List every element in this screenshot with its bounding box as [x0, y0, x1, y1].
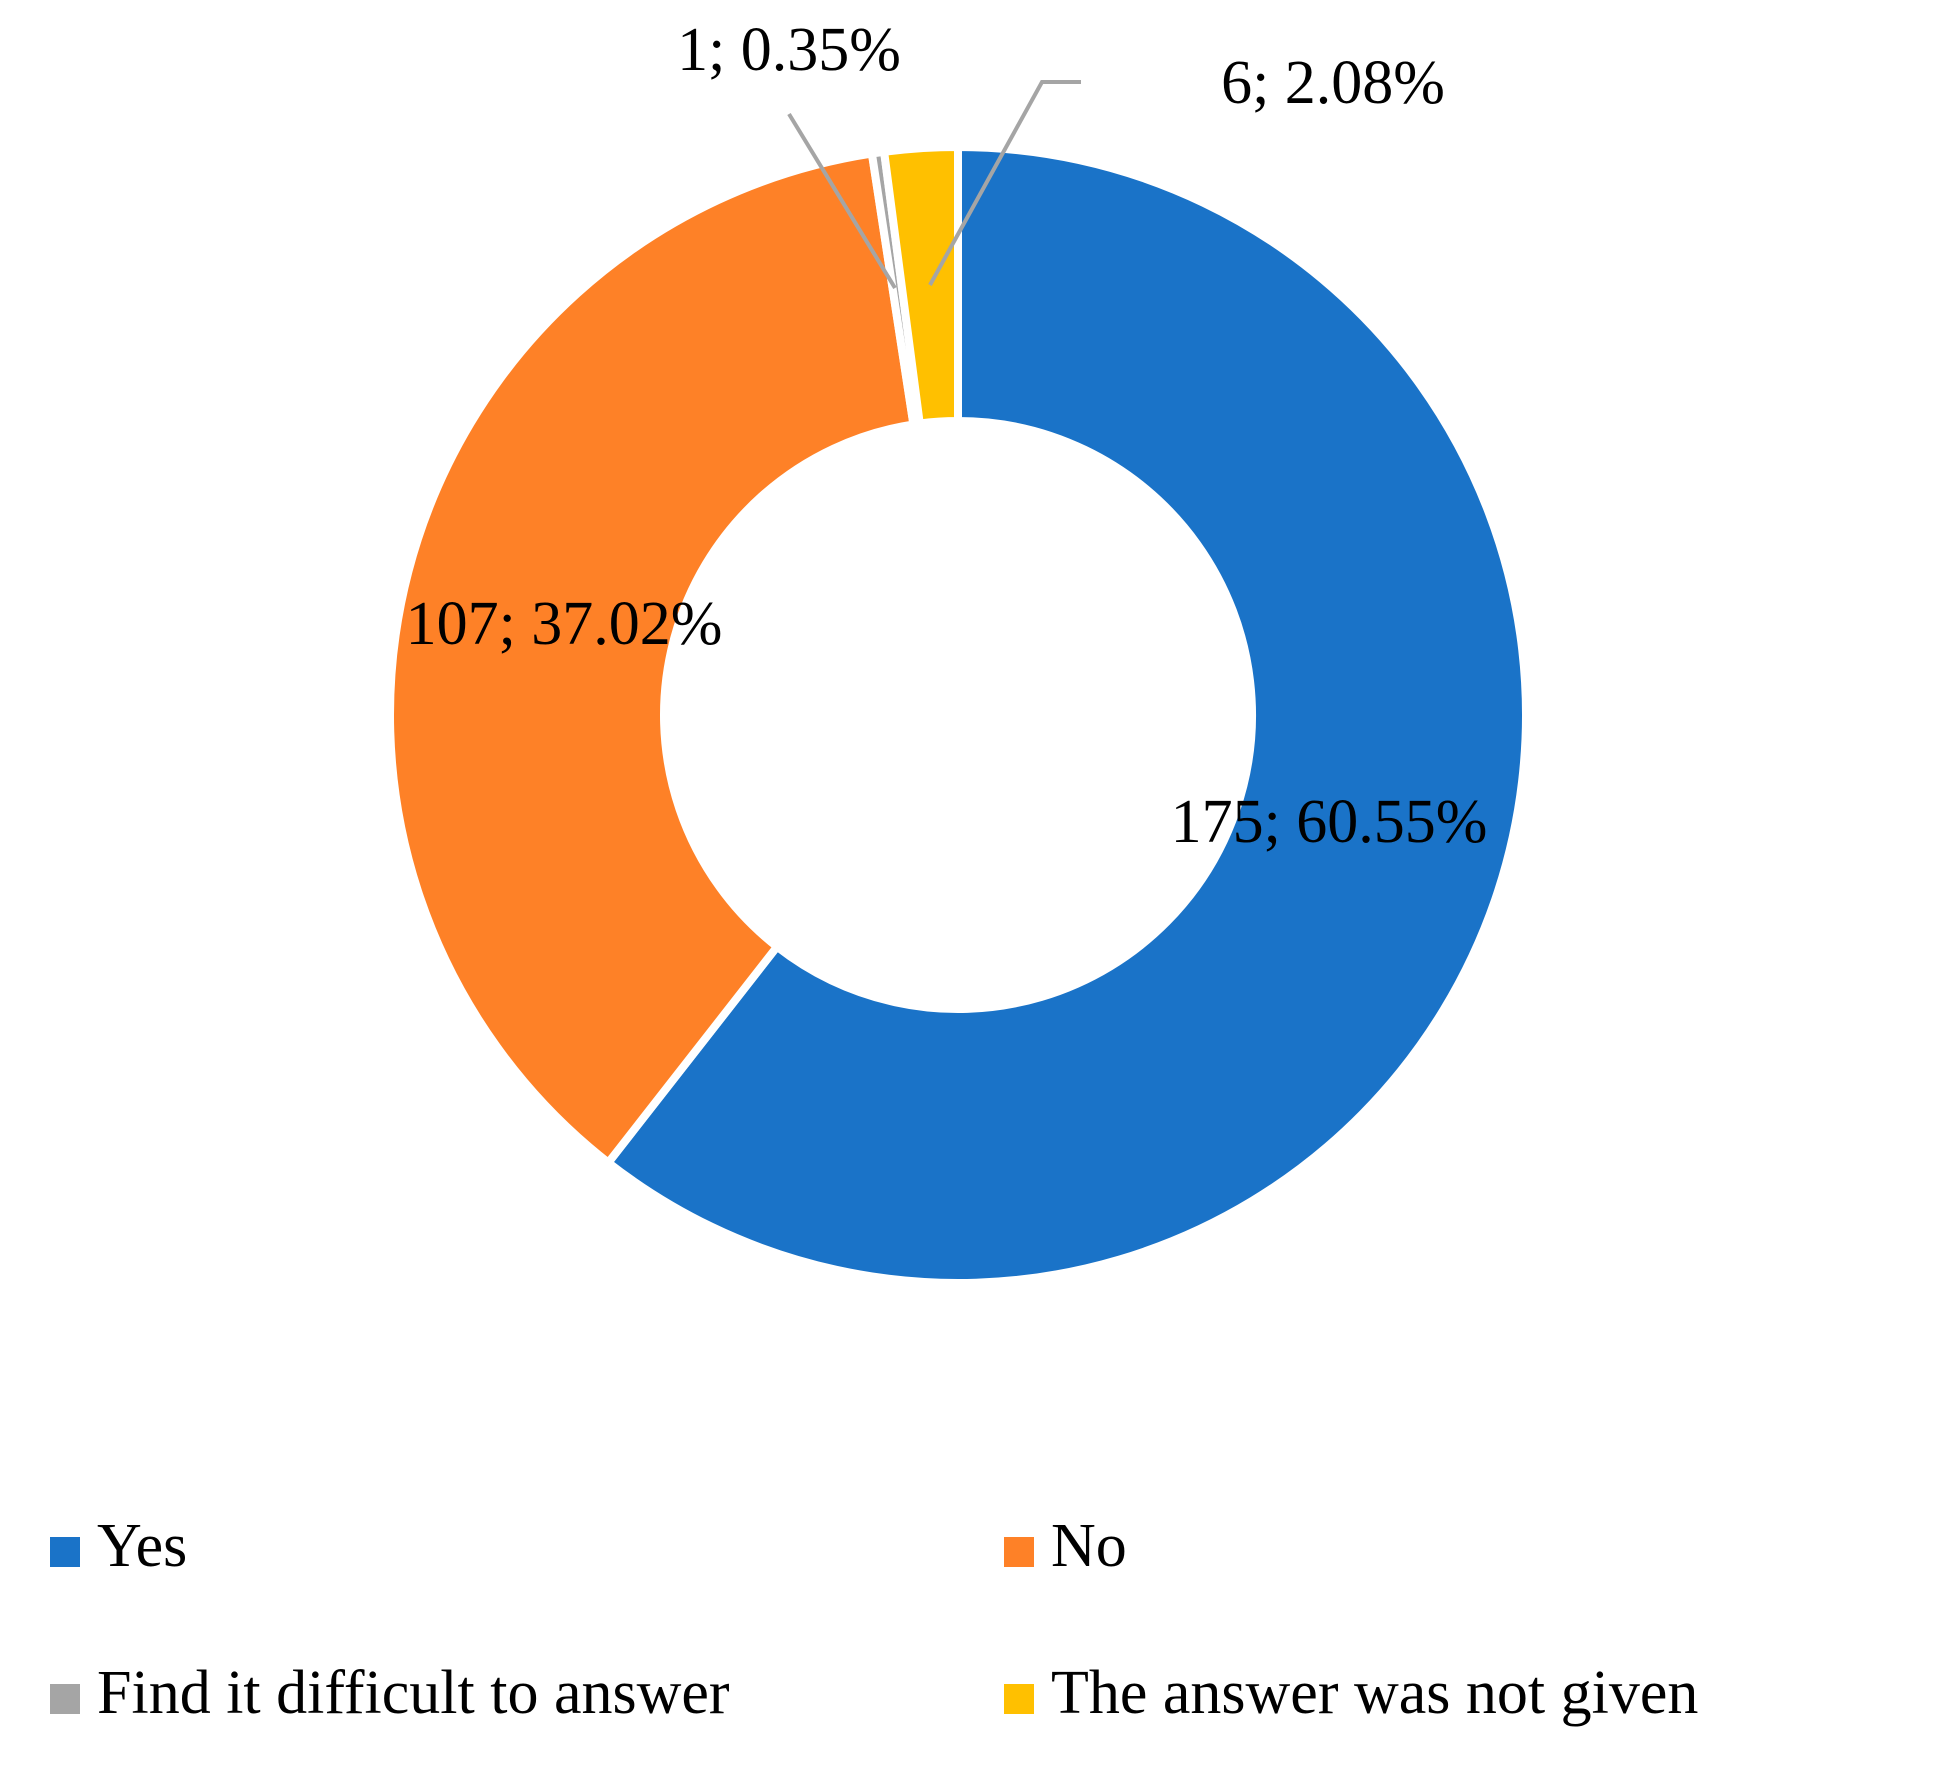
leader-line [928, 80, 1081, 286]
data-label: 175; 60.55% [1171, 788, 1488, 856]
donut-slice [879, 142, 962, 428]
leader-line [787, 112, 897, 290]
legend-label: The answer was not given [1051, 1659, 1698, 1727]
donut-slice [602, 142, 1531, 1287]
legend-marker [50, 1537, 80, 1567]
data-label: 6; 2.08% [1221, 49, 1445, 117]
donut-slice [386, 149, 918, 1169]
legend-label: Yes [97, 1512, 187, 1580]
legend-label: Find it difficult to answer [97, 1659, 730, 1727]
data-label: 1; 0.35% [677, 16, 901, 84]
legend-marker [50, 1684, 80, 1714]
legend-marker [1004, 1537, 1034, 1567]
legend-label: No [1051, 1512, 1127, 1580]
data-label: 107; 37.02% [406, 590, 723, 658]
legend-marker [1004, 1684, 1034, 1714]
